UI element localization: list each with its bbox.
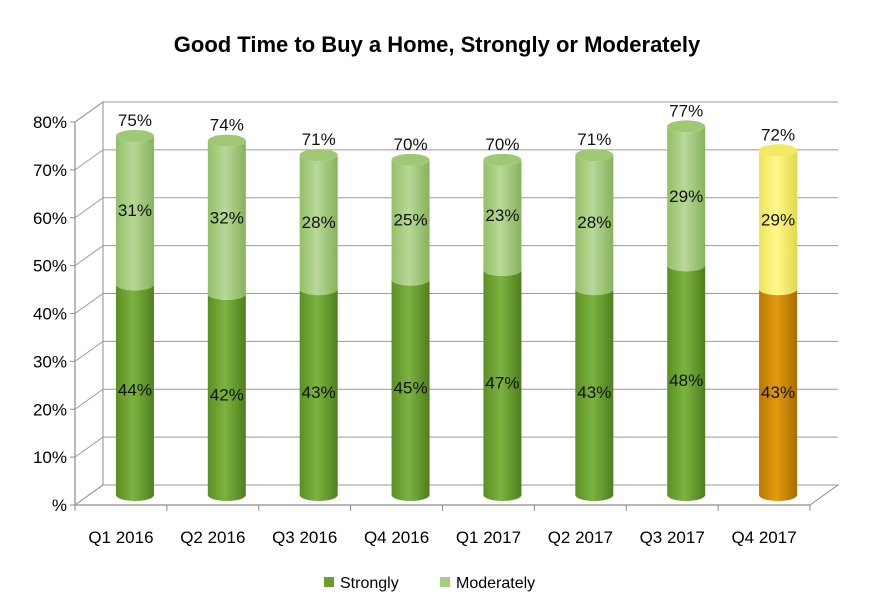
gridline (74, 388, 838, 410)
bar-moderately (575, 155, 614, 296)
data-label-total: 71% (302, 130, 336, 149)
bar-strongly (299, 289, 338, 501)
bar-group: 44% 31% 75% (115, 111, 154, 501)
legend-swatch-moderately (440, 577, 450, 587)
bar-moderately (667, 126, 706, 272)
x-tick-label: Q2 2016 (180, 528, 245, 547)
bar-moderately-top (759, 144, 798, 157)
gridline (74, 436, 838, 458)
bar-moderately (391, 159, 430, 286)
data-label-strongly: 47% (485, 373, 519, 392)
bar-strongly (207, 293, 246, 501)
bar-group: 48% 29% 77% (667, 101, 706, 501)
bar-strongly (115, 284, 154, 501)
x-tick-label: Q4 2017 (731, 528, 796, 547)
data-label-total: 77% (669, 101, 703, 120)
x-tick-label: Q1 2017 (456, 528, 521, 547)
data-label-total: 72% (761, 125, 795, 144)
bar-group: 43% 29% 72% (759, 125, 798, 501)
bar-moderately-top (391, 153, 430, 166)
bar-moderately-top (299, 149, 338, 162)
gridline (74, 293, 838, 314)
bar-moderately (115, 135, 154, 291)
bar-moderately (299, 155, 338, 296)
data-label-moderately: 23% (485, 206, 519, 225)
bars: 44% 31% 75% 42% 32% 74% 43% 28% 71% 45% 25% 70% 47% 2… (115, 101, 798, 501)
bar-strongly (759, 289, 798, 501)
y-tick-label: 70% (33, 161, 67, 180)
gridline (74, 101, 838, 123)
bar-group: 47% 23% 70% (483, 135, 522, 501)
y-tick-label: 60% (33, 209, 67, 228)
data-label-strongly: 43% (302, 383, 336, 402)
legend-label-strongly: Strongly (340, 575, 399, 592)
bar-group: 42% 32% 74% (207, 116, 246, 501)
data-label-strongly: 42% (210, 385, 244, 404)
floor (73, 484, 840, 506)
data-label-moderately: 25% (394, 211, 428, 230)
bar-moderately-top (207, 134, 246, 147)
gridline (74, 340, 838, 362)
data-label-total: 70% (485, 135, 519, 154)
data-label-strongly: 43% (761, 383, 795, 402)
y-tick-label: 40% (33, 305, 67, 324)
bar-moderately-top (483, 153, 522, 166)
gridline (74, 197, 838, 219)
bar-group: 43% 28% 71% (575, 130, 614, 501)
y-tick-label: 10% (33, 448, 67, 467)
x-tick-label: Q3 2017 (640, 528, 705, 547)
y-tick-label: % (52, 496, 67, 515)
bar-moderately-top (115, 129, 154, 142)
y-tick-label: 30% (33, 352, 67, 371)
bar-moderately (483, 159, 522, 276)
data-label-strongly: 43% (577, 383, 611, 402)
bar-group: 45% 25% 70% (391, 135, 430, 501)
bar-strongly (391, 279, 430, 501)
bar-strongly (575, 289, 614, 501)
bar-strongly (483, 269, 522, 501)
data-label-strongly: 44% (118, 381, 152, 400)
x-tick-label: Q2 2017 (548, 528, 613, 547)
gridline (74, 245, 838, 267)
bar-moderately (207, 140, 246, 300)
data-label-strongly: 45% (394, 378, 428, 397)
bar-moderately (759, 150, 798, 296)
x-tick-label: Q3 2016 (272, 528, 337, 547)
chart-title: Good Time to Buy a Home, Strongly or Mod… (174, 32, 701, 57)
y-tick-label: 20% (33, 400, 67, 419)
gridline (74, 149, 838, 171)
data-label-total: 74% (210, 116, 244, 135)
bar-moderately-top (575, 149, 614, 162)
bar-moderately-top (667, 120, 706, 133)
data-label-total: 70% (394, 135, 428, 154)
data-label-strongly: 48% (669, 371, 703, 390)
data-label-moderately: 32% (210, 208, 244, 227)
data-label-moderately: 31% (118, 201, 152, 220)
bar-strongly (667, 265, 706, 501)
x-tick-label: Q1 2016 (88, 528, 153, 547)
data-label-total: 71% (577, 130, 611, 149)
y-axis-ticks: % 10% 20% 30% 40% 50% 60% 70% 80% (33, 113, 75, 515)
data-label-total: 75% (118, 111, 152, 130)
data-label-moderately: 29% (761, 211, 795, 230)
legend-label-moderately: Moderately (456, 575, 535, 592)
bar-group: 43% 28% 71% (299, 130, 338, 501)
plot-frame (73, 101, 840, 506)
legend-swatch-strongly (324, 577, 334, 587)
x-axis-ticks: Q1 2016 Q2 2016 Q3 2016 Q4 2016 Q1 2017 Q2 20… (74, 505, 811, 547)
y-tick-label: 80% (33, 113, 67, 132)
data-label-moderately: 28% (302, 213, 336, 232)
data-label-moderately: 28% (577, 213, 611, 232)
data-label-moderately: 29% (669, 187, 703, 206)
x-tick-label: Q4 2016 (364, 528, 429, 547)
legend: Strongly Moderately (324, 575, 535, 592)
y-tick-label: 50% (33, 257, 67, 276)
gridlines (74, 101, 838, 506)
